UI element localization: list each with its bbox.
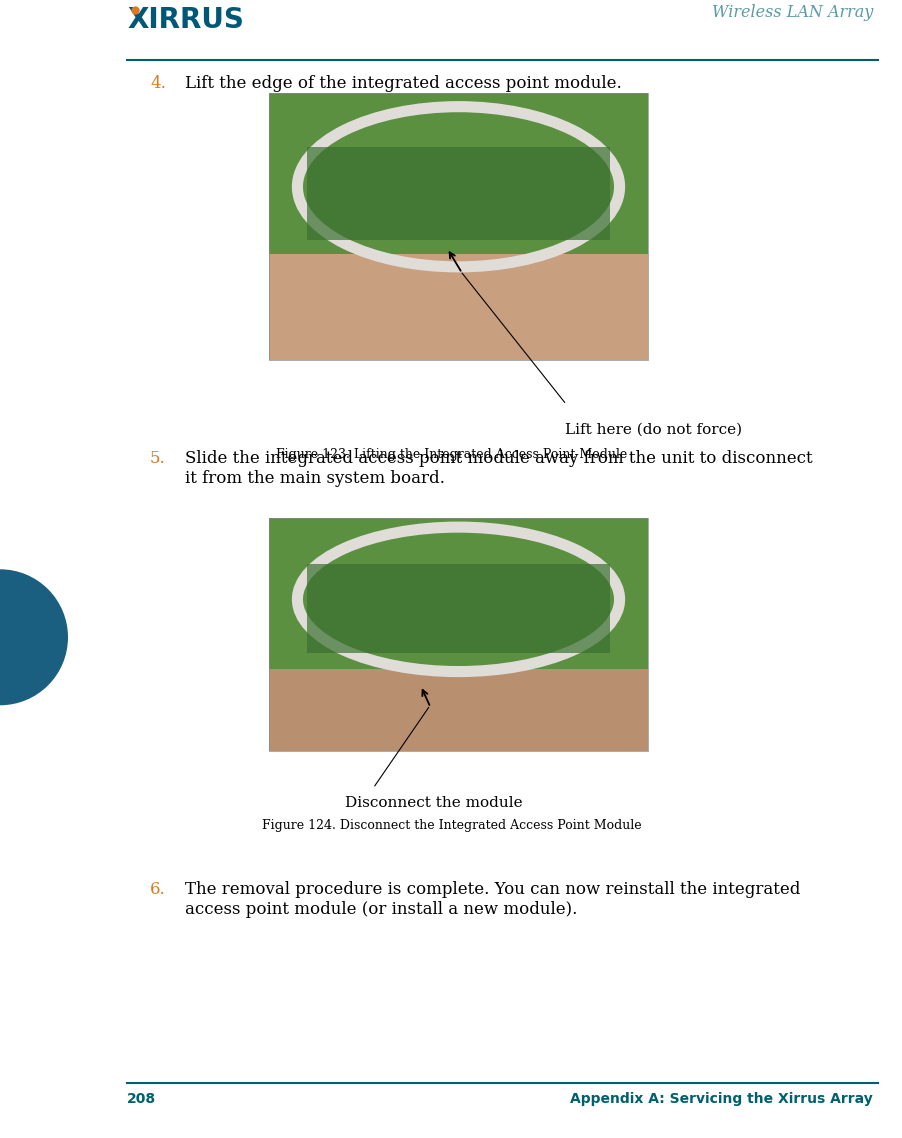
Bar <box>269 669 648 751</box>
Bar <box>307 147 610 240</box>
Text: it from the main system board.: it from the main system board. <box>185 470 445 487</box>
Text: The removal procedure is complete. You can now reinstall the integrated: The removal procedure is complete. You c… <box>185 881 799 898</box>
Text: XIRRUS: XIRRUS <box>127 6 244 34</box>
Bar <box>269 518 648 751</box>
Text: Slide the integrated access point module away from the unit to disconnect: Slide the integrated access point module… <box>185 450 812 467</box>
Text: 208: 208 <box>127 1092 156 1106</box>
Bar <box>307 564 610 653</box>
Text: Lift the edge of the integrated access point module.: Lift the edge of the integrated access p… <box>185 75 621 92</box>
Wedge shape <box>0 569 68 706</box>
Bar <box>269 518 648 669</box>
Text: Lift here (do not force): Lift here (do not force) <box>564 422 741 436</box>
Text: 4.: 4. <box>150 75 166 92</box>
Bar <box>269 93 648 254</box>
Text: Figure 123. Lifting the Integrated Access Point Module: Figure 123. Lifting the Integrated Acces… <box>276 448 626 461</box>
Text: Figure 124. Disconnect the Integrated Access Point Module: Figure 124. Disconnect the Integrated Ac… <box>262 818 640 832</box>
Text: 5.: 5. <box>150 450 166 467</box>
Bar <box>269 93 648 361</box>
Text: access point module (or install a new module).: access point module (or install a new mo… <box>185 901 576 918</box>
Text: Wireless LAN Array: Wireless LAN Array <box>711 3 872 20</box>
Text: Disconnect the module: Disconnect the module <box>345 795 522 810</box>
Text: 6.: 6. <box>150 881 166 898</box>
Text: Appendix A: Servicing the Xirrus Array: Appendix A: Servicing the Xirrus Array <box>570 1092 872 1106</box>
Bar <box>269 254 648 361</box>
